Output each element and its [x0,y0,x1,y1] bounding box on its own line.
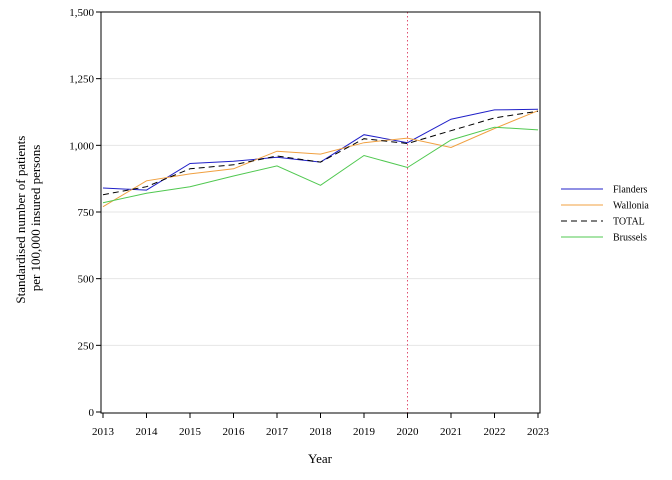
x-tick-label: 2023 [527,426,550,438]
x-tick-label: 2021 [440,426,462,438]
series-line-flanders [102,108,539,191]
x-tick-label: 2020 [397,426,420,438]
grid [101,11,540,346]
x-tick-label: 2013 [92,426,115,438]
x-tick-label: 2019 [353,426,376,438]
x-axis-title: Year [308,451,333,466]
x-tick-label: 2017 [266,426,289,438]
y-tick-label: 750 [78,207,95,219]
legend-label-brussels: Brussels [613,233,647,244]
legend: Flanders Wallonia TOTAL Brussels [561,185,649,244]
legend-label-flanders: Flanders [613,185,648,196]
y-tick-label: 0 [89,407,95,419]
y-axis-title-line-1: Standardised number of patients [13,136,28,304]
series-group [102,108,539,208]
series-line-brussels [102,126,539,204]
y-tick-label: 1,000 [69,140,94,152]
legend-label-total: TOTAL [613,217,645,228]
y-axis-title: Standardised number of patients per 100,… [13,132,43,303]
y-tick-label: 1,500 [69,7,94,19]
x-tick-label: 2022 [484,426,506,438]
x-tick-label: 2015 [179,426,202,438]
series-line-total [102,110,539,196]
y-tick-label: 1,250 [69,74,94,86]
x-tick-label: 2016 [223,426,246,438]
y-axis: 0 250 500 750 1,000 1,250 1,500 [69,7,101,419]
x-axis: 2013 2014 2015 2016 2017 2018 2019 2020 2021 2022… [92,413,550,438]
y-axis-title-line-2: per 100,000 insured persons [28,145,43,292]
x-tick-label: 2014 [136,426,159,438]
y-tick-label: 500 [78,274,95,286]
legend-label-wallonia: Wallonia [613,201,649,212]
y-tick-label: 250 [78,340,95,352]
series-line-wallonia [102,110,539,208]
x-tick-label: 2018 [310,426,333,438]
